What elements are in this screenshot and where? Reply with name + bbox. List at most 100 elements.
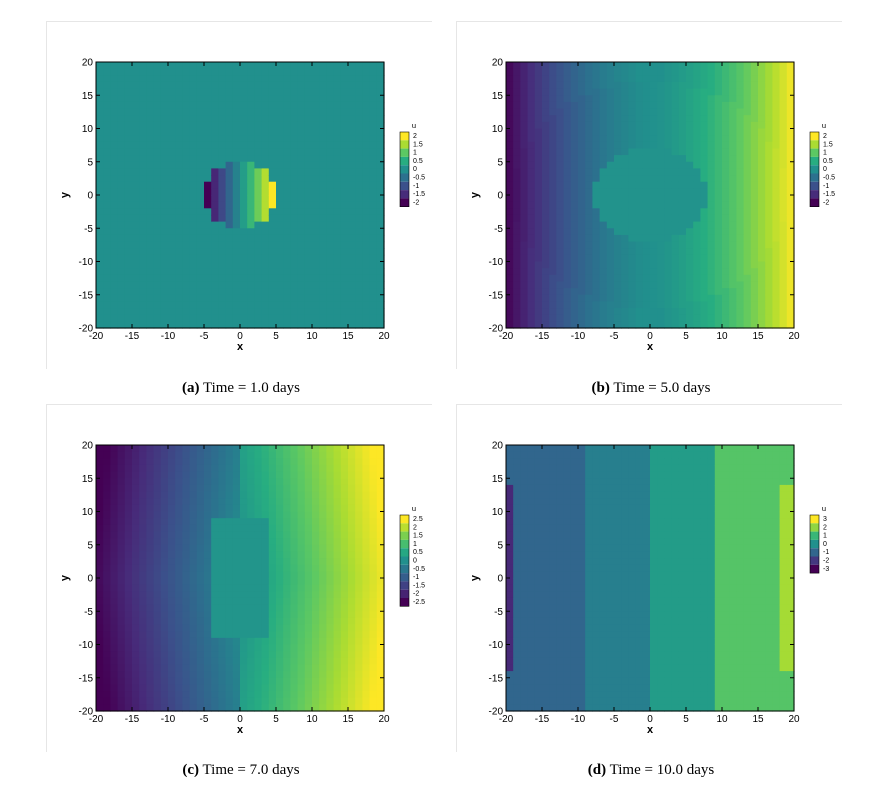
y-tick-label: -10 bbox=[489, 257, 504, 268]
heatmap-cell bbox=[240, 201, 248, 209]
heatmap-cell bbox=[542, 268, 550, 276]
heatmap-cell bbox=[678, 314, 687, 322]
heatmap-cell bbox=[117, 511, 126, 519]
heatmap-cell bbox=[189, 108, 198, 116]
heatmap-cell bbox=[247, 564, 255, 572]
heatmap-cell bbox=[110, 637, 119, 646]
heatmap-cell bbox=[722, 81, 730, 90]
heatmap-cell bbox=[534, 321, 543, 329]
heatmap-cell bbox=[218, 81, 227, 90]
heatmap-cell bbox=[333, 161, 342, 169]
heatmap-cell bbox=[599, 261, 608, 269]
heatmap-cell bbox=[312, 657, 320, 666]
heatmap-cell bbox=[117, 281, 126, 289]
heatmap-cell bbox=[160, 108, 169, 116]
heatmap-cell bbox=[240, 484, 248, 493]
heatmap-cell bbox=[707, 121, 716, 130]
heatmap-cell bbox=[513, 234, 521, 243]
heatmap-cell bbox=[225, 155, 234, 163]
heatmap-cell bbox=[247, 617, 255, 626]
heatmap-cell bbox=[247, 81, 255, 90]
heatmap-cell bbox=[369, 188, 378, 196]
heatmap-cell bbox=[132, 445, 140, 453]
heatmap-cell bbox=[635, 128, 644, 136]
heatmap-cell bbox=[196, 631, 205, 639]
heatmap-cell bbox=[283, 95, 291, 103]
heatmap-cell bbox=[189, 538, 198, 546]
heatmap-cell bbox=[96, 544, 104, 552]
heatmap-cell bbox=[124, 175, 133, 183]
heatmap-cell bbox=[124, 294, 133, 302]
heatmap-cell bbox=[218, 135, 227, 143]
heatmap-cell bbox=[117, 518, 126, 526]
heatmap-cell bbox=[182, 651, 191, 659]
heatmap-cell bbox=[714, 95, 723, 103]
heatmap-cell bbox=[348, 478, 356, 486]
heatmap-cell bbox=[693, 155, 701, 163]
heatmap-cell bbox=[182, 617, 191, 626]
heatmap-cell bbox=[204, 141, 212, 150]
heatmap-cell bbox=[240, 195, 248, 203]
heatmap-cell bbox=[563, 301, 572, 309]
heatmap-cell bbox=[124, 531, 133, 539]
heatmap-cell bbox=[362, 531, 371, 539]
heatmap-cell bbox=[153, 671, 162, 679]
heatmap-cell bbox=[124, 254, 133, 263]
heatmap-cell bbox=[678, 228, 687, 236]
heatmap-cell bbox=[606, 208, 615, 216]
heatmap-cell bbox=[232, 584, 241, 592]
heatmap-cell bbox=[96, 484, 104, 493]
heatmap-cell bbox=[132, 188, 140, 196]
heatmap-cell bbox=[196, 471, 205, 479]
heatmap-cell bbox=[160, 261, 169, 269]
x-tick-label: -20 bbox=[89, 714, 104, 725]
heatmap-cell bbox=[297, 135, 306, 143]
heatmap-cell bbox=[369, 201, 378, 209]
y-tick-label: 10 bbox=[82, 124, 94, 135]
heatmap-cell bbox=[240, 651, 248, 659]
heatmap-cell bbox=[534, 141, 543, 150]
heatmap-cell bbox=[671, 261, 680, 269]
heatmap-cell bbox=[182, 188, 191, 196]
heatmap-cell bbox=[570, 281, 579, 289]
heatmap-cell bbox=[204, 288, 212, 296]
heatmap-cell bbox=[527, 188, 536, 196]
heatmap-cell bbox=[786, 254, 795, 263]
heatmap-cell bbox=[621, 321, 629, 329]
heatmap-cell bbox=[340, 101, 349, 110]
heatmap-cell bbox=[722, 101, 730, 110]
heatmap-cell bbox=[513, 268, 521, 276]
heatmap-cell bbox=[175, 188, 183, 196]
heatmap-cell bbox=[340, 321, 349, 329]
heatmap-cell bbox=[204, 175, 212, 183]
heatmap-cell bbox=[196, 175, 205, 183]
heatmap-cell bbox=[153, 611, 162, 619]
heatmap-cell bbox=[225, 234, 234, 243]
heatmap-cell bbox=[758, 308, 766, 316]
heatmap-cell bbox=[642, 228, 651, 236]
heatmap-cell bbox=[160, 491, 169, 499]
heatmap-cell bbox=[290, 62, 299, 70]
heatmap-cell bbox=[319, 617, 327, 626]
heatmap-cell bbox=[671, 181, 680, 189]
heatmap-cell bbox=[786, 274, 795, 283]
heatmap-cell bbox=[124, 591, 133, 599]
heatmap-cell bbox=[211, 88, 219, 96]
heatmap-cell bbox=[333, 88, 342, 96]
heatmap-cell bbox=[160, 115, 169, 123]
heatmap-cell bbox=[211, 161, 219, 169]
heatmap-cell bbox=[276, 241, 284, 249]
colorbar-swatch bbox=[810, 165, 819, 174]
heatmap-cell bbox=[714, 308, 723, 316]
heatmap-cell bbox=[355, 195, 363, 203]
heatmap-cell bbox=[340, 75, 349, 83]
heatmap-cell bbox=[570, 161, 579, 169]
heatmap-cell bbox=[376, 538, 385, 546]
heatmap-cell bbox=[362, 115, 371, 123]
heatmap-cell bbox=[786, 95, 795, 103]
heatmap-cell bbox=[146, 471, 155, 479]
heatmap-cell bbox=[765, 301, 773, 309]
heatmap-cell bbox=[671, 108, 680, 116]
heatmap-cell bbox=[340, 281, 349, 289]
heatmap-cell bbox=[722, 308, 730, 316]
